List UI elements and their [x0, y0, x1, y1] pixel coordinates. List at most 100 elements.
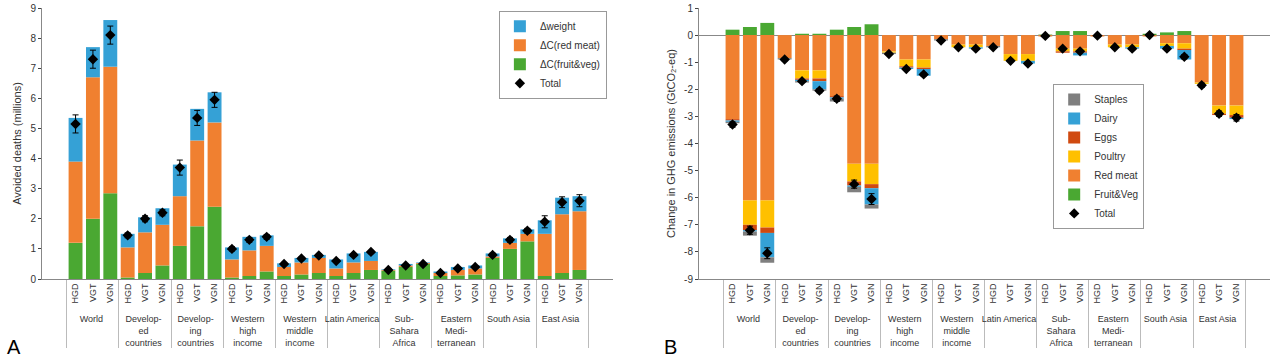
svg-text:VGN: VGN: [105, 284, 115, 304]
svg-text:0: 0: [30, 274, 36, 285]
svg-text:EasternMedi-terranean: EasternMedi-terranean: [1094, 314, 1133, 347]
svg-text:VGN: VGN: [1023, 284, 1033, 304]
svg-text:VGN: VGN: [470, 284, 480, 304]
svg-text:East Asia: East Asia: [1199, 314, 1237, 324]
svg-text:VGN: VGN: [762, 284, 772, 304]
svg-text:Δweight: Δweight: [540, 21, 576, 32]
svg-text:VGN: VGN: [866, 284, 876, 304]
svg-text:VGN: VGN: [919, 284, 929, 304]
svg-text:VGT: VGT: [1110, 283, 1120, 302]
svg-text:HGD: HGD: [540, 283, 550, 304]
svg-text:HGD: HGD: [70, 283, 80, 304]
svg-text:Sub-SaharaAfrica: Sub-SaharaAfrica: [1047, 314, 1076, 347]
svg-text:VGN: VGN: [209, 284, 219, 304]
svg-text:6: 6: [30, 93, 36, 104]
svg-text:VGN: VGN: [971, 284, 981, 304]
svg-text:Eggs: Eggs: [1094, 132, 1117, 143]
svg-text:VGN: VGN: [262, 284, 272, 304]
svg-text:HGD: HGD: [1197, 283, 1207, 304]
svg-text:HGD: HGD: [279, 283, 289, 304]
svg-text:Develop-ingcountries: Develop-ingcountries: [834, 314, 871, 347]
svg-text:HGD: HGD: [123, 283, 133, 304]
svg-text:1: 1: [30, 243, 36, 254]
svg-text:Total: Total: [540, 78, 561, 89]
svg-text:8: 8: [30, 33, 36, 44]
svg-text:2: 2: [30, 213, 36, 224]
svg-text:VGT: VGT: [745, 283, 755, 302]
svg-text:1: 1: [687, 3, 693, 14]
svg-text:HGD: HGD: [884, 283, 894, 304]
svg-text:Westernmiddleincome: Westernmiddleincome: [283, 314, 316, 347]
svg-text:-7: -7: [684, 219, 693, 230]
svg-text:HGD: HGD: [1144, 283, 1154, 304]
svg-text:B: B: [664, 336, 677, 358]
svg-text:Latin America: Latin America: [325, 314, 380, 324]
svg-text:East Asia: East Asia: [542, 314, 580, 324]
svg-text:South Asia: South Asia: [487, 314, 530, 324]
svg-text:VGT: VGT: [849, 283, 859, 302]
svg-text:5: 5: [30, 123, 36, 134]
svg-text:-8: -8: [684, 246, 693, 257]
svg-text:HGD: HGD: [727, 283, 737, 304]
svg-text:HGD: HGD: [936, 283, 946, 304]
svg-text:Develop-edcountries: Develop-edcountries: [125, 314, 162, 347]
svg-text:Develop-ingcountries: Develop-ingcountries: [177, 314, 214, 347]
svg-text:Total: Total: [1094, 208, 1115, 219]
svg-text:HGD: HGD: [1040, 283, 1050, 304]
svg-text:VGT: VGT: [296, 283, 306, 302]
svg-text:7: 7: [30, 63, 36, 74]
svg-text:EasternMedi-terranean: EasternMedi-terranean: [437, 314, 476, 347]
svg-text:HGD: HGD: [331, 283, 341, 304]
svg-text:4: 4: [30, 153, 36, 164]
svg-text:HGD: HGD: [227, 283, 237, 304]
svg-text:VGT: VGT: [1005, 283, 1015, 302]
svg-text:Westernhighincome: Westernhighincome: [888, 314, 921, 347]
svg-text:ΔC(red meat): ΔC(red meat): [540, 40, 600, 51]
svg-text:VGT: VGT: [1058, 283, 1068, 302]
svg-text:Dairy: Dairy: [1094, 113, 1117, 124]
svg-text:-1: -1: [684, 57, 693, 68]
svg-text:HGD: HGD: [780, 283, 790, 304]
svg-text:Avoided deaths (millions): Avoided deaths (millions): [11, 82, 23, 205]
svg-text:HGD: HGD: [488, 283, 498, 304]
svg-text:VGT: VGT: [505, 283, 515, 302]
svg-text:Westernmiddleincome: Westernmiddleincome: [940, 314, 973, 347]
svg-text:Latin America: Latin America: [982, 314, 1037, 324]
svg-text:Fruit&Veg: Fruit&Veg: [1094, 189, 1138, 200]
svg-text:-3: -3: [684, 111, 693, 122]
svg-text:Red meat: Red meat: [1094, 170, 1138, 181]
svg-text:VGN: VGN: [574, 284, 584, 304]
svg-text:VGT: VGT: [901, 283, 911, 302]
svg-text:-9: -9: [684, 274, 693, 285]
svg-text:VGT: VGT: [244, 283, 254, 302]
svg-text:-5: -5: [684, 165, 693, 176]
svg-text:VGT: VGT: [1162, 283, 1172, 302]
svg-text:3: 3: [30, 183, 36, 194]
svg-text:VGN: VGN: [314, 284, 324, 304]
svg-text:VGT: VGT: [348, 283, 358, 302]
svg-text:VGT: VGT: [557, 283, 567, 302]
svg-text:VGN: VGN: [1179, 284, 1189, 304]
svg-text:VGN: VGN: [1075, 284, 1085, 304]
svg-text:-6: -6: [684, 192, 693, 203]
svg-text:VGT: VGT: [953, 283, 963, 302]
svg-text:VGT: VGT: [140, 283, 150, 302]
svg-text:9: 9: [30, 3, 36, 14]
svg-text:Westernhighincome: Westernhighincome: [231, 314, 264, 347]
svg-text:World: World: [737, 314, 760, 324]
svg-text:Sub-SaharaAfrica: Sub-SaharaAfrica: [390, 314, 419, 347]
svg-text:VGT: VGT: [797, 283, 807, 302]
svg-text:-2: -2: [684, 84, 693, 95]
svg-text:HGD: HGD: [383, 283, 393, 304]
svg-text:VGN: VGN: [522, 284, 532, 304]
svg-text:VGN: VGN: [366, 284, 376, 304]
svg-text:VGT: VGT: [1214, 283, 1224, 302]
svg-text:HGD: HGD: [175, 283, 185, 304]
svg-text:Poultry: Poultry: [1094, 151, 1125, 162]
svg-text:South Asia: South Asia: [1144, 314, 1187, 324]
svg-text:HGD: HGD: [988, 283, 998, 304]
svg-text:0: 0: [687, 30, 693, 41]
svg-text:-4: -4: [684, 138, 693, 149]
svg-text:VGN: VGN: [1127, 284, 1137, 304]
svg-text:VGN: VGN: [814, 284, 824, 304]
